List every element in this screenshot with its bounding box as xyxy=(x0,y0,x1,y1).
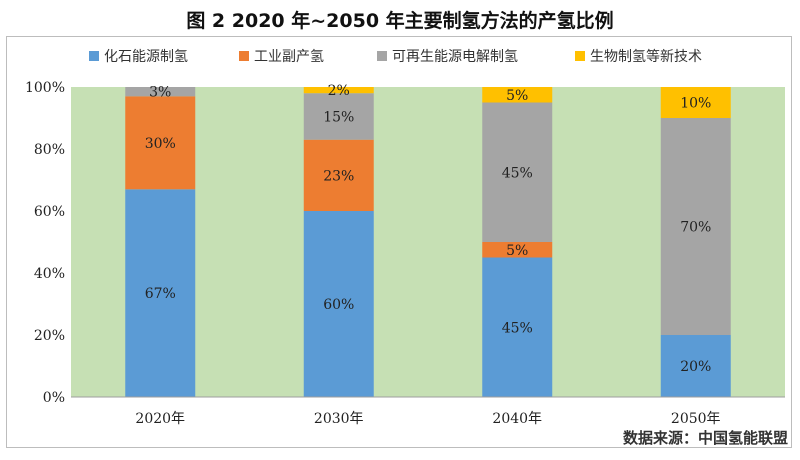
y-tick-label: 40% xyxy=(34,266,65,282)
data-label: 23% xyxy=(323,168,354,184)
legend-swatch-1 xyxy=(239,51,249,61)
bar-segment xyxy=(482,257,553,397)
legend-label-1: 工业副产氢 xyxy=(254,49,324,65)
bar-segment xyxy=(482,102,553,242)
legend-label-2: 可再生能源电解制氢 xyxy=(392,49,518,65)
x-tick-label: 2050年 xyxy=(671,411,721,427)
data-label: 10% xyxy=(680,96,711,112)
data-label: 5% xyxy=(506,88,528,104)
data-label: 45% xyxy=(502,320,533,336)
bar-segment xyxy=(303,93,374,140)
stacked-bar-chart: 化石能源制氢 工业副产氢 可再生能源电解制氢 生物制氢等新技术 0% 20% 40% 60% 8… xyxy=(25,48,785,427)
legend-swatch-2 xyxy=(377,51,387,61)
data-label: 45% xyxy=(502,165,533,181)
data-label: 3% xyxy=(149,85,171,101)
bar-segment xyxy=(660,335,731,397)
data-label: 15% xyxy=(323,109,354,125)
x-tick-label: 2020年 xyxy=(135,411,185,427)
data-label: 2% xyxy=(328,83,350,99)
y-tick-label: 20% xyxy=(34,328,65,344)
y-tick-label: 80% xyxy=(34,142,65,158)
legend-swatch-0 xyxy=(89,51,99,61)
data-label: 30% xyxy=(145,136,176,152)
y-tick-label: 0% xyxy=(43,390,65,406)
x-tick-label: 2040年 xyxy=(492,411,542,427)
bar-segment xyxy=(303,139,374,211)
bar-segment xyxy=(482,87,553,103)
bar-segment xyxy=(303,87,374,94)
data-label: 60% xyxy=(323,297,354,313)
bar-segment xyxy=(125,96,196,190)
data-label: 67% xyxy=(145,286,176,302)
bar-segment xyxy=(303,211,374,397)
data-label: 5% xyxy=(506,243,528,259)
legend-label-3: 生物制氢等新技术 xyxy=(590,48,702,65)
chart-title: 图 2 2020 年~2050 年主要制氢方法的产氢比例 xyxy=(186,10,614,32)
legend-label-0: 化石能源制氢 xyxy=(104,49,188,65)
bar-segment xyxy=(125,189,196,397)
chart-frame: 化石能源制氢 工业副产氢 可再生能源电解制氢 生物制氢等新技术 0% 20% 40% 60% 8… xyxy=(6,36,792,448)
x-tick-label: 2030年 xyxy=(314,411,364,427)
bar-segment xyxy=(125,87,196,97)
data-label: 70% xyxy=(680,220,711,236)
bar-segment xyxy=(482,242,553,258)
legend-swatch-3 xyxy=(575,51,585,61)
bar-segment xyxy=(660,118,731,335)
data-label: 20% xyxy=(680,359,711,375)
y-tick-label: 100% xyxy=(25,80,65,96)
y-tick-label: 60% xyxy=(34,204,65,220)
source-note: 数据来源：中国氢能联盟 xyxy=(622,429,788,447)
bar-segment xyxy=(660,87,731,118)
